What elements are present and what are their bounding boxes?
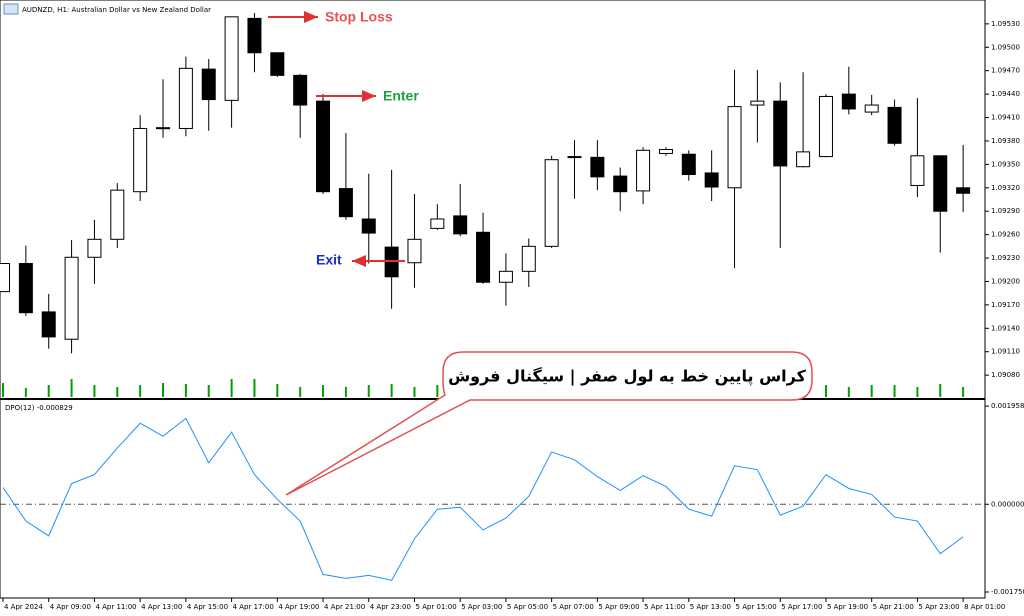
- y-tick-label: 0.000000: [991, 500, 1024, 508]
- x-tick-label: 5 Apr 11:00: [644, 603, 685, 611]
- x-tick-label: 5 Apr 13:00: [690, 603, 731, 611]
- candle-body: [316, 100, 331, 193]
- x-tick-label: 5 Apr 21:00: [873, 603, 914, 611]
- candle-body: [658, 149, 673, 154]
- candle-body: [87, 238, 102, 258]
- window-icon: [3, 3, 19, 15]
- y-tick-label: 1.09530: [991, 20, 1020, 28]
- stop-loss-label: Stop Loss: [325, 9, 393, 25]
- callout-text: کراس پایین خط به لول صفر | سیگنال فروش: [448, 367, 807, 387]
- x-tick-label: 4 Apr 19:00: [278, 603, 319, 611]
- y-tick-label: 1.09260: [991, 231, 1020, 239]
- x-tick-label: 4 Apr 21:00: [324, 603, 365, 611]
- candle-body: [201, 68, 216, 101]
- candle-body: [796, 151, 811, 168]
- candle-body: [956, 187, 971, 194]
- y-tick-label: 1.09470: [991, 67, 1020, 75]
- candle-body: [567, 156, 582, 159]
- x-tick-label: 5 Apr 07:00: [553, 603, 594, 611]
- y-tick-label: 1.09380: [991, 137, 1020, 145]
- y-tick-label: -0.001750: [991, 588, 1024, 596]
- candle-body: [613, 175, 628, 193]
- candle-body: [544, 159, 559, 247]
- x-tick-label: 5 Apr 23:00: [918, 603, 959, 611]
- x-tick-label: 5 Apr 01:00: [415, 603, 456, 611]
- x-tick-label: 5 Apr 09:00: [598, 603, 639, 611]
- candle-body: [636, 149, 651, 192]
- candle-body: [910, 155, 925, 186]
- y-tick-label: 1.09290: [991, 207, 1020, 215]
- exit-label: Exit: [316, 252, 342, 268]
- y-tick-label: 1.09140: [991, 324, 1020, 332]
- candle-body: [453, 215, 468, 235]
- candle-body: [0, 263, 10, 293]
- candle-body: [476, 231, 491, 283]
- y-tick-label: 1.09080: [991, 371, 1020, 379]
- candle-body: [156, 127, 171, 130]
- candle-body: [750, 100, 765, 106]
- candle-body: [247, 17, 262, 54]
- y-tick-label: 1.09320: [991, 184, 1020, 192]
- candle-body: [110, 189, 125, 240]
- enter-label: Enter: [383, 88, 419, 104]
- x-tick-label: 4 Apr 15:00: [187, 603, 228, 611]
- candle-body: [338, 188, 353, 218]
- y-tick-label: 0.001958: [991, 402, 1024, 410]
- chart-title: AUDNZD, H1: Australian Dollar vs New Zea…: [22, 6, 211, 14]
- x-tick-label: 4 Apr 2024: [4, 603, 43, 611]
- candle-body: [18, 263, 33, 314]
- candle-body: [818, 95, 833, 158]
- x-tick-label: 5 Apr 15:00: [736, 603, 777, 611]
- dpo-line: [2, 417, 964, 581]
- y-tick-label: 1.09350: [991, 160, 1020, 168]
- candle-body: [270, 52, 285, 76]
- x-tick-label: 4 Apr 17:00: [233, 603, 274, 611]
- candle-body: [178, 67, 193, 129]
- x-tick-label: 5 Apr 05:00: [507, 603, 548, 611]
- x-tick-label: 4 Apr 23:00: [370, 603, 411, 611]
- y-tick-label: 1.09410: [991, 114, 1020, 122]
- candle-body: [704, 172, 719, 188]
- indicator-title: DPO(12) -0.000829: [5, 404, 73, 412]
- candle-body: [224, 16, 239, 101]
- plot-frame: [0, 0, 986, 599]
- candle-body: [887, 106, 902, 144]
- x-tick-label: 5 Apr 19:00: [827, 603, 868, 611]
- candle-body: [133, 127, 148, 193]
- candle-body: [933, 155, 948, 212]
- y-tick-label: 1.09110: [991, 348, 1020, 356]
- candle-body: [841, 93, 856, 110]
- candle-body: [864, 104, 879, 113]
- candle-body: [590, 156, 605, 178]
- candle-body: [727, 106, 742, 189]
- y-tick-label: 1.09170: [991, 301, 1020, 309]
- x-tick-label: 8 Apr 01:00: [964, 603, 1005, 611]
- y-tick-label: 1.09230: [991, 254, 1020, 262]
- x-tick-label: 4 Apr 09:00: [50, 603, 91, 611]
- candle-body: [681, 153, 696, 176]
- x-tick-label: 5 Apr 17:00: [781, 603, 822, 611]
- callout-bubble: [285, 351, 813, 496]
- x-tick-label: 4 Apr 11:00: [95, 603, 136, 611]
- candle-body: [64, 256, 79, 340]
- candle-body: [293, 74, 308, 106]
- candle-body: [521, 245, 536, 272]
- x-tick-label: 4 Apr 13:00: [141, 603, 182, 611]
- candle-body: [430, 218, 445, 229]
- y-tick-label: 1.09200: [991, 277, 1020, 285]
- y-tick-label: 1.09500: [991, 43, 1020, 51]
- y-tick-label: 1.09440: [991, 90, 1020, 98]
- candle-body: [498, 270, 513, 283]
- candle-body: [407, 238, 422, 264]
- candle-body: [41, 311, 56, 338]
- candle-body: [361, 218, 376, 234]
- x-tick-label: 5 Apr 03:00: [461, 603, 502, 611]
- candle-body: [773, 100, 788, 167]
